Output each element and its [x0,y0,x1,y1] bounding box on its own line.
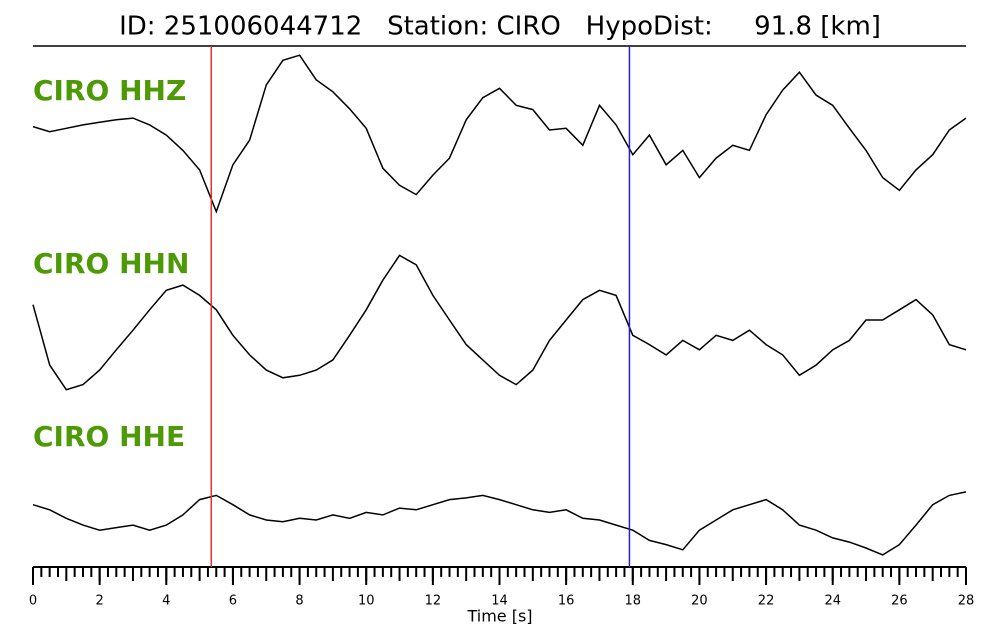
x-tick-label: 0 [29,594,37,609]
x-tick-label: 8 [295,594,303,609]
x-tick-label: 16 [558,594,575,609]
x-axis-label: Time [s] [466,607,532,626]
x-tick-label: 2 [96,594,104,609]
x-tick-label: 12 [425,594,442,609]
trace-label: CIRO HHZ [33,74,186,107]
trace [32,491,967,556]
x-tick-label: 10 [358,594,375,609]
x-tick-label: 20 [691,594,708,609]
x-tick-label: 22 [758,594,775,609]
x-tick-label: 4 [162,594,170,609]
x-tick-label: 26 [891,594,908,609]
trace [32,254,967,391]
x-tick-label: 18 [625,594,642,609]
trace-label: CIRO HHN [33,247,189,280]
trace [32,54,967,214]
chart-title: ID: 251006044712 Station: CIRO HypoDist:… [119,12,881,42]
x-tick-label: 24 [824,594,841,609]
x-tick-label: 14 [491,594,508,609]
trace-label: CIRO HHE [33,420,185,453]
x-tick-label: 28 [958,594,975,609]
x-tick-label: 6 [229,594,237,609]
